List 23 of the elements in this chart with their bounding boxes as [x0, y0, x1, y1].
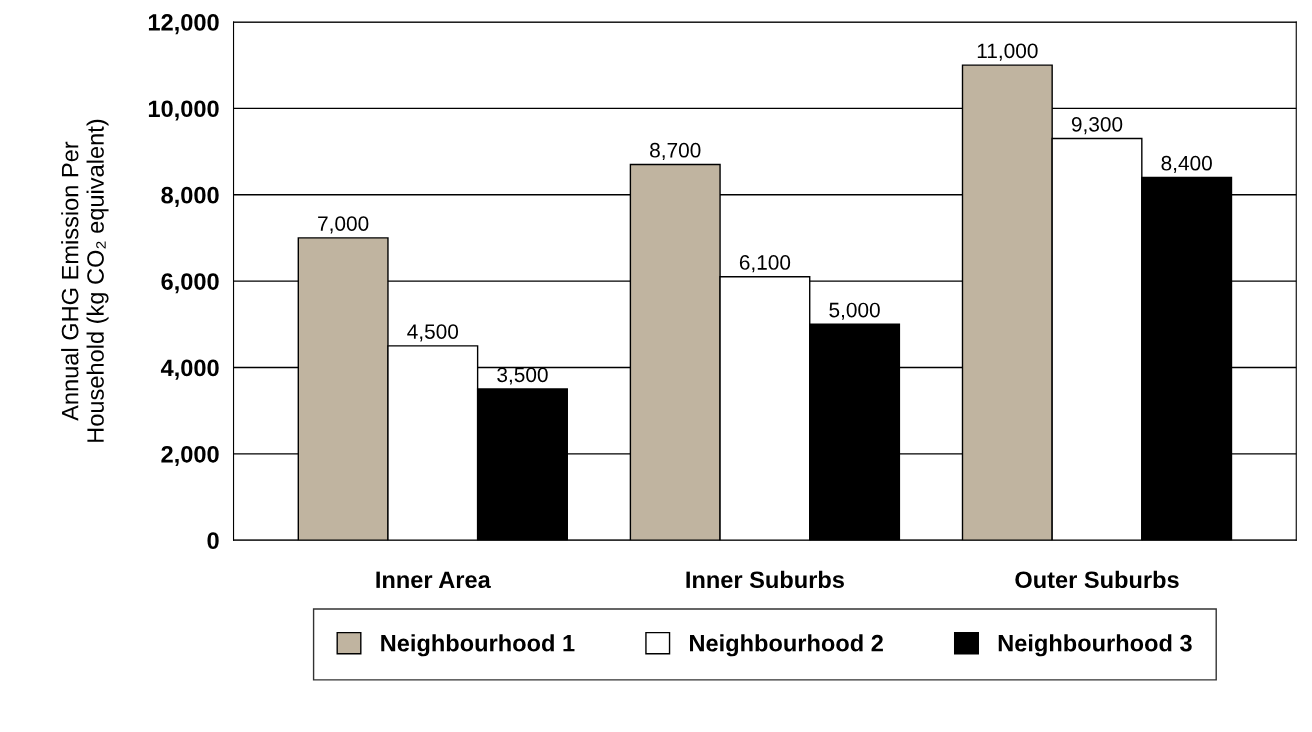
data-label: 3,500: [497, 367, 548, 385]
x-tick-label: Inner Suburbs: [686, 570, 844, 589]
data-label: 5,000: [829, 302, 880, 320]
y-tick-label: 10,000: [148, 100, 219, 121]
x-tick-label: Inner Area: [376, 571, 491, 589]
y-tick-label: 6,000: [161, 273, 219, 294]
data-label: 9,300: [1071, 116, 1123, 135]
y-axis-title: Annual GHG Emission Per Household (kg CO₂ equivalent): [61, 119, 109, 442]
legend-label: Neighbourhood 3: [998, 634, 1192, 657]
data-label: 6,100: [739, 255, 791, 273]
y-tick-label: 2,000: [161, 445, 219, 467]
y-tick-label: 12,000: [148, 14, 219, 35]
data-label: 11,000: [977, 43, 1038, 61]
x-tick-label: Outer Suburbs: [1015, 570, 1179, 589]
y-tick-label: 4,000: [160, 359, 219, 380]
y-tick-label: 8,000: [161, 186, 219, 207]
data-label: 8,400: [1161, 155, 1212, 173]
data-label: 7,000: [318, 216, 369, 234]
legend-label: Neighbourhood 1: [381, 634, 575, 657]
data-label: 4,500: [407, 324, 459, 342]
y-tick-label: 0: [207, 532, 219, 549]
legend-label: Neighbourhood 2: [690, 634, 883, 657]
data-label: 8,700: [650, 142, 701, 161]
